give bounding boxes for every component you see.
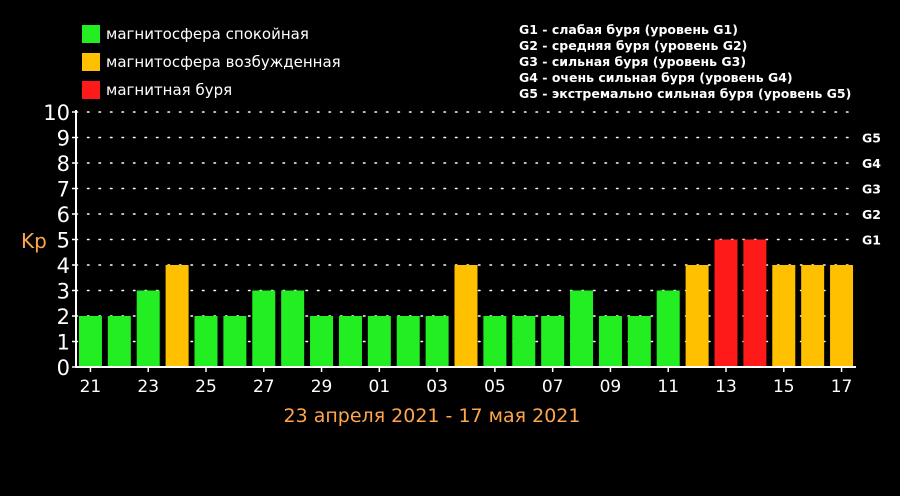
y-tick-label: 0 [57, 356, 70, 380]
y-tick-label: 8 [57, 152, 70, 176]
x-tick-label: 29 [311, 377, 333, 397]
g-level-tick-label: G5 [862, 131, 881, 146]
kp-bar [78, 316, 102, 367]
kp-bar [512, 316, 536, 367]
kp-bar [598, 316, 622, 367]
legend-item-active: магнитосфера возбужденная [82, 48, 341, 76]
g-level-g3: G3 - сильная буря (уровень G3) [519, 54, 747, 69]
kp-bar [656, 290, 680, 367]
kp-bar [743, 239, 767, 367]
kp-bar [454, 265, 478, 367]
legend-label-storm: магнитная буря [106, 81, 233, 99]
x-tick-label: 17 [831, 377, 853, 397]
x-tick-label: 13 [715, 377, 737, 397]
kp-bar [801, 265, 825, 367]
y-tick-label: 6 [57, 203, 70, 227]
kp-bar [830, 265, 854, 367]
kp-bar [570, 290, 594, 367]
y-tick-label: 4 [57, 254, 70, 278]
kp-bar [310, 316, 334, 367]
kp-bar [483, 316, 507, 367]
kp-bar [772, 265, 796, 367]
x-tick-label: 01 [369, 377, 391, 397]
legend: магнитосфера спокойная магнитосфера возб… [82, 20, 341, 104]
x-tick-label: 21 [80, 377, 102, 397]
g-level-legend: G1 - слабая буря (уровень G1) G2 - средн… [519, 22, 851, 102]
kp-bar [194, 316, 218, 367]
kp-bar [136, 290, 160, 367]
legend-swatch-quiet [82, 25, 100, 43]
y-tick-label: 7 [57, 178, 70, 202]
kp-bar [107, 316, 131, 367]
kp-bar [685, 265, 709, 367]
x-tick-label: 15 [773, 377, 795, 397]
y-tick-label: 1 [57, 331, 70, 355]
date-range-label: 23 апреля 2021 - 17 мая 2021 [284, 405, 581, 427]
x-tick-label: 27 [253, 377, 275, 397]
kp-bar [396, 316, 420, 367]
legend-item-quiet: магнитосфера спокойная [82, 20, 341, 48]
x-tick-label: 07 [542, 377, 564, 397]
kp-bar [281, 290, 305, 367]
y-tick-label: 10 [43, 101, 70, 125]
g-level-tick-label: G4 [862, 156, 881, 171]
legend-label-active: магнитосфера возбужденная [106, 53, 341, 71]
g-level-g5: G5 - экстремально сильная буря (уровень … [519, 86, 852, 101]
kp-bar [338, 316, 362, 367]
g-level-g1: G1 - слабая буря (уровень G1) [519, 22, 738, 37]
x-tick-label: 03 [426, 377, 448, 397]
kp-bar [252, 290, 276, 367]
legend-label-quiet: магнитосфера спокойная [106, 25, 309, 43]
kp-bar [165, 265, 189, 367]
kp-bar [541, 316, 565, 367]
kp-bar [714, 239, 738, 367]
g-level-g2: G2 - средняя буря (уровень G2) [519, 38, 748, 53]
kp-bar [425, 316, 449, 367]
legend-item-storm: магнитная буря [82, 76, 341, 104]
kp-bar [627, 316, 651, 367]
g-level-tick-label: G1 [862, 233, 881, 248]
y-tick-label: 9 [57, 127, 70, 151]
kp-bar [223, 316, 247, 367]
x-tick-label: 23 [137, 377, 159, 397]
g-level-g4: G4 - очень сильная буря (уровень G4) [519, 70, 793, 85]
g-level-tick-label: G2 [862, 207, 881, 222]
x-tick-label: 09 [600, 377, 622, 397]
g-level-tick-label: G3 [862, 182, 881, 197]
y-tick-label: 2 [57, 305, 70, 329]
x-tick-label: 05 [484, 377, 506, 397]
y-tick-label: 3 [57, 280, 70, 304]
x-tick-label: 11 [657, 377, 679, 397]
legend-swatch-storm [82, 81, 100, 99]
y-axis-label: Kp [21, 229, 47, 253]
legend-swatch-active [82, 53, 100, 71]
y-tick-label: 5 [57, 229, 70, 253]
kp-bar [367, 316, 391, 367]
x-tick-label: 25 [195, 377, 217, 397]
